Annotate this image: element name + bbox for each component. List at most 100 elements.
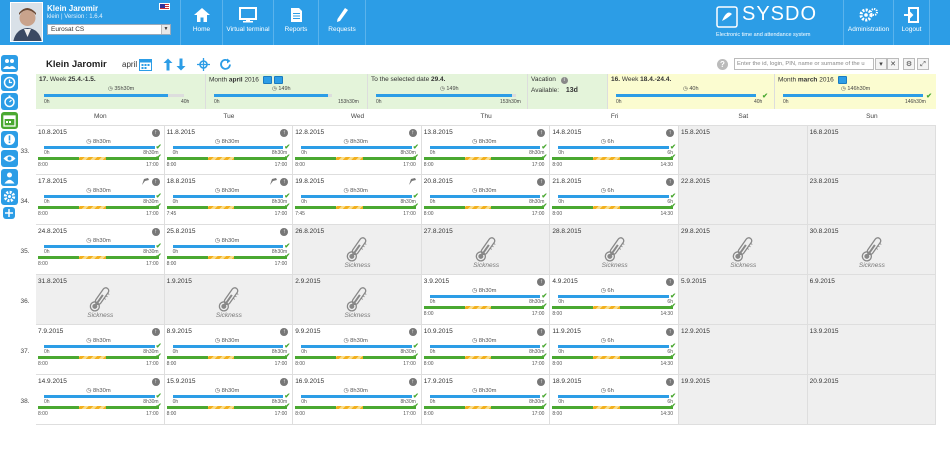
day-cell[interactable]: 9.9.2015 ↑ ◷ 8h30m ✔ 0h 8h30m ✔ 8:00 17:00 bbox=[293, 325, 422, 375]
month-minus-icon[interactable] bbox=[262, 76, 272, 84]
day-expand-icon[interactable]: ↑ bbox=[665, 278, 674, 286]
day-cell[interactable]: 17.9.2015 ↑ ◷ 8h30m ✔ 0h 8h30m ✔ 8:00 17:00 bbox=[421, 375, 551, 425]
day-cell[interactable]: 17.8.2015 ↑ ◷ 8h30m ✔ 0h 8h30m ✔ 8:00 17:00 bbox=[36, 175, 165, 225]
day-expand-icon[interactable]: ↑ bbox=[280, 228, 289, 236]
avatar[interactable] bbox=[10, 2, 43, 42]
day-expand-icon[interactable]: ↑ bbox=[280, 328, 289, 336]
day-cell[interactable]: 18.9.2015 ↑ ◷ 6h ✔ 0h 6h ✔ 8:00 14:30 bbox=[550, 375, 679, 425]
day-cell[interactable]: 16.8.2015 bbox=[807, 125, 937, 175]
day-expand-icon[interactable]: ↑ bbox=[537, 129, 546, 137]
day-cell[interactable]: 7.9.2015 ↑ ◷ 8h30m ✔ 0h 8h30m ✔ 8:00 17:00 bbox=[36, 325, 165, 375]
crosshair-icon[interactable] bbox=[197, 58, 210, 71]
day-cell[interactable]: 12.8.2015 ↑ ◷ 8h30m ✔ 0h 8h30m ✔ 8:00 17:00 bbox=[293, 125, 422, 175]
sidebar-calendar-icon[interactable] bbox=[1, 112, 18, 129]
day-cell[interactable]: 21.8.2015 ↑ ◷ 6h ✔ 0h 6h ✔ 8:00 14:30 bbox=[550, 175, 679, 225]
sidebar-gear-icon[interactable] bbox=[1, 188, 18, 205]
month-select[interactable]: april bbox=[122, 60, 138, 69]
day-expand-icon[interactable]: ↑ bbox=[151, 378, 160, 386]
day-expand-icon[interactable]: ↑ bbox=[280, 378, 289, 386]
day-cell[interactable]: 28.8.2015 Sickness bbox=[550, 225, 679, 275]
day-expand-icon[interactable]: ↑ bbox=[537, 378, 546, 386]
company-select[interactable]: Eurosat CS ▼ bbox=[47, 24, 171, 35]
day-cell[interactable]: 15.8.2015 bbox=[679, 125, 808, 175]
note-icon[interactable] bbox=[408, 177, 417, 186]
day-cell[interactable]: 8.9.2015 ↑ ◷ 8h30m ✔ 0h 8h30m ✔ 8:00 17:00 bbox=[164, 325, 294, 375]
day-expand-icon[interactable]: ↑ bbox=[537, 328, 546, 336]
day-cell[interactable]: 22.8.2015 bbox=[679, 175, 808, 225]
day-cell[interactable]: 13.8.2015 ↑ ◷ 8h30m ✔ 0h 8h30m ✔ 8:00 17:00 bbox=[421, 125, 551, 175]
search-input[interactable]: Enter the id, login, PIN, name or surnam… bbox=[734, 58, 874, 70]
calendar-icon[interactable] bbox=[139, 58, 152, 71]
day-expand-icon[interactable]: ↑ bbox=[280, 178, 289, 186]
day-cell[interactable]: 5.9.2015 bbox=[679, 275, 808, 325]
day-cell[interactable]: 20.9.2015 bbox=[807, 375, 937, 425]
day-cell[interactable]: 19.9.2015 bbox=[679, 375, 808, 425]
day-cell[interactable]: 1.9.2015 Sickness bbox=[164, 275, 294, 325]
note-icon[interactable] bbox=[141, 177, 150, 186]
day-cell[interactable]: 26.8.2015 Sickness bbox=[293, 225, 422, 275]
sidebar-eye-icon[interactable] bbox=[1, 150, 18, 167]
day-cell[interactable]: 11.8.2015 ↑ ◷ 8h30m ✔ 0h 8h30m ✔ 8:00 17:00 bbox=[164, 125, 294, 175]
day-cell[interactable]: 2.9.2015 Sickness bbox=[293, 275, 422, 325]
arrow-down-icon[interactable] bbox=[176, 58, 186, 71]
day-expand-icon[interactable]: ↑ bbox=[665, 129, 674, 137]
prev-month-info-icon[interactable] bbox=[837, 76, 847, 84]
day-expand-icon[interactable]: ↑ bbox=[151, 129, 160, 137]
day-cell[interactable]: 19.8.2015 ◷ 8h30m ✔ 0h 8h30m ✔ 7:45 17:00 bbox=[293, 175, 422, 225]
sidebar-clock-icon[interactable] bbox=[1, 74, 18, 91]
day-expand-icon[interactable]: ↑ bbox=[151, 228, 160, 236]
sidebar-people-icon[interactable] bbox=[1, 55, 18, 72]
day-cell[interactable]: 31.8.2015 Sickness bbox=[36, 275, 165, 325]
day-cell[interactable]: 15.9.2015 ↑ ◷ 8h30m ✔ 0h 8h30m ✔ 8:00 17:00 bbox=[164, 375, 294, 425]
day-cell[interactable]: 14.9.2015 ↑ ◷ 8h30m ✔ 0h 8h30m ✔ 8:00 17:00 bbox=[36, 375, 165, 425]
sidebar-stopwatch-icon[interactable] bbox=[1, 93, 18, 110]
day-cell[interactable]: 12.9.2015 bbox=[679, 325, 808, 375]
day-expand-icon[interactable]: ↑ bbox=[665, 328, 674, 336]
sidebar-add-icon[interactable] bbox=[3, 207, 15, 219]
nav-logout[interactable]: Logout bbox=[893, 0, 930, 45]
day-expand-icon[interactable]: ↑ bbox=[537, 278, 546, 286]
us-flag-icon[interactable] bbox=[159, 3, 170, 10]
arrow-up-icon[interactable] bbox=[163, 58, 173, 71]
nav-virtual-terminal[interactable]: Virtual terminal bbox=[222, 0, 273, 45]
day-cell[interactable]: 30.8.2015 Sickness bbox=[807, 225, 937, 275]
day-cell[interactable]: 11.9.2015 ↑ ◷ 6h ✔ 0h 6h ✔ 8:00 14:30 bbox=[550, 325, 679, 375]
day-expand-icon[interactable]: ↑ bbox=[151, 178, 160, 186]
search-dropdown-button[interactable]: ▾ bbox=[875, 58, 887, 70]
day-expand-icon[interactable]: ↑ bbox=[151, 328, 160, 336]
day-expand-icon[interactable]: ↑ bbox=[408, 328, 417, 336]
sidebar-alert-icon[interactable] bbox=[1, 131, 18, 148]
sidebar-users-icon[interactable] bbox=[1, 169, 18, 186]
day-cell[interactable]: 10.9.2015 ↑ ◷ 8h30m ✔ 0h 8h30m ✔ 8:00 17:00 bbox=[421, 325, 551, 375]
clear-search-icon[interactable]: ✕ bbox=[887, 58, 899, 70]
day-cell[interactable]: 16.9.2015 ↑ ◷ 8h30m ✔ 0h 8h30m ✔ 8:00 17:00 bbox=[293, 375, 422, 425]
day-cell[interactable]: 4.9.2015 ↑ ◷ 6h ✔ 0h 6h ✔ 8:00 14:30 bbox=[550, 275, 679, 325]
nav-home[interactable]: Home bbox=[180, 0, 222, 45]
day-cell[interactable]: 14.8.2015 ↑ ◷ 6h ✔ 0h 6h ✔ 8:00 14:30 bbox=[550, 125, 679, 175]
day-cell[interactable]: 3.9.2015 ↑ ◷ 8h30m ✔ 0h 8h30m ✔ 8:00 17:00 bbox=[421, 275, 551, 325]
day-cell[interactable]: 23.8.2015 bbox=[807, 175, 937, 225]
day-expand-icon[interactable]: ↑ bbox=[408, 378, 417, 386]
settings-gear-icon[interactable]: ⚙ bbox=[903, 58, 915, 70]
day-expand-icon[interactable]: ↑ bbox=[280, 129, 289, 137]
day-cell[interactable]: 24.8.2015 ↑ ◷ 8h30m ✔ 0h 8h30m ✔ 8:00 17:00 bbox=[36, 225, 165, 275]
day-cell[interactable]: 25.8.2015 ↑ ◷ 8h30m ✔ 0h 8h30m ✔ 8:00 17:00 bbox=[164, 225, 294, 275]
day-cell[interactable]: 27.8.2015 Sickness bbox=[421, 225, 551, 275]
day-cell[interactable]: 13.9.2015 bbox=[807, 325, 937, 375]
nav-requests[interactable]: Requests bbox=[318, 0, 366, 45]
day-cell[interactable]: 18.8.2015 ↑ ◷ 8h30m ✔ 0h 8h30m ✔ 7:45 17:00 bbox=[164, 175, 294, 225]
fullscreen-icon[interactable]: ⤢ bbox=[917, 58, 929, 70]
day-expand-icon[interactable]: ↑ bbox=[537, 178, 546, 186]
day-expand-icon[interactable]: ↑ bbox=[665, 378, 674, 386]
vacation-info-icon[interactable]: i bbox=[560, 77, 568, 84]
day-cell[interactable]: 6.9.2015 bbox=[807, 275, 937, 325]
day-cell[interactable]: 20.8.2015 ↑ ◷ 8h30m ✔ 0h 8h30m ✔ 8:00 17:00 bbox=[421, 175, 551, 225]
nav-reports[interactable]: Reports bbox=[273, 0, 318, 45]
day-expand-icon[interactable]: ↑ bbox=[408, 129, 417, 137]
month-info-icon[interactable] bbox=[273, 76, 283, 84]
refresh-icon[interactable] bbox=[219, 58, 232, 71]
note-icon[interactable] bbox=[269, 177, 278, 186]
day-expand-icon[interactable]: ↑ bbox=[665, 178, 674, 186]
nav-administration[interactable]: Administration bbox=[843, 0, 893, 45]
day-cell[interactable]: 29.8.2015 Sickness bbox=[679, 225, 808, 275]
